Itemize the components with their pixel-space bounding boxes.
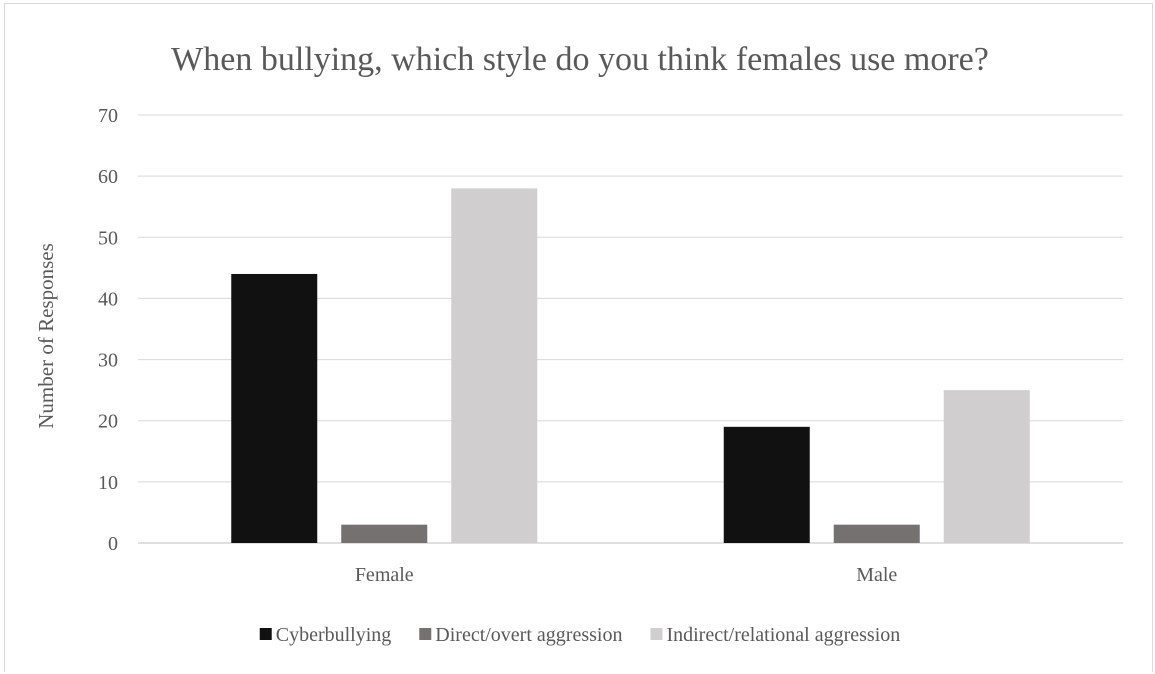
y-tick-label: 70	[98, 105, 118, 127]
y-tick-label: 50	[98, 227, 118, 249]
bars	[231, 188, 1030, 543]
legend-item: Direct/overt aggression	[419, 624, 622, 646]
bar	[723, 426, 810, 543]
legend: Cyberbullying Direct/overt aggression Indi…	[259, 624, 900, 646]
legend-label: Direct/overt aggression	[435, 624, 622, 646]
legend-swatch	[650, 628, 663, 640]
y-tick-label: 40	[98, 288, 118, 310]
chart-frame	[4, 3, 1153, 672]
bar	[833, 524, 920, 543]
bar	[451, 188, 538, 543]
y-axis-label: Number of Responses	[34, 243, 58, 428]
y-tick-label: 30	[98, 350, 118, 372]
chart-title: When bullying, which style do you think …	[171, 41, 989, 78]
legend-item: Indirect/relational aggression	[650, 624, 900, 646]
bar	[231, 273, 318, 543]
y-tick-label: 10	[98, 472, 118, 494]
legend-label: Cyberbullying	[276, 624, 392, 646]
y-tick-label: 20	[98, 411, 118, 433]
legend-item: Cyberbullying	[259, 624, 392, 646]
y-tick-label: 60	[98, 166, 118, 188]
x-axis-categories: Female Male	[355, 564, 898, 586]
legend-label: Indirect/relational aggression	[666, 624, 900, 646]
legend-swatch	[259, 628, 272, 640]
bar	[341, 524, 428, 543]
x-category-label: Female	[355, 564, 414, 586]
y-tick-label: 0	[108, 533, 118, 555]
legend-swatch	[419, 628, 432, 640]
y-axis-ticks: 0 10 20 30 40 50 60 70	[98, 105, 118, 555]
bar	[943, 390, 1030, 543]
x-category-label: Male	[856, 564, 897, 586]
